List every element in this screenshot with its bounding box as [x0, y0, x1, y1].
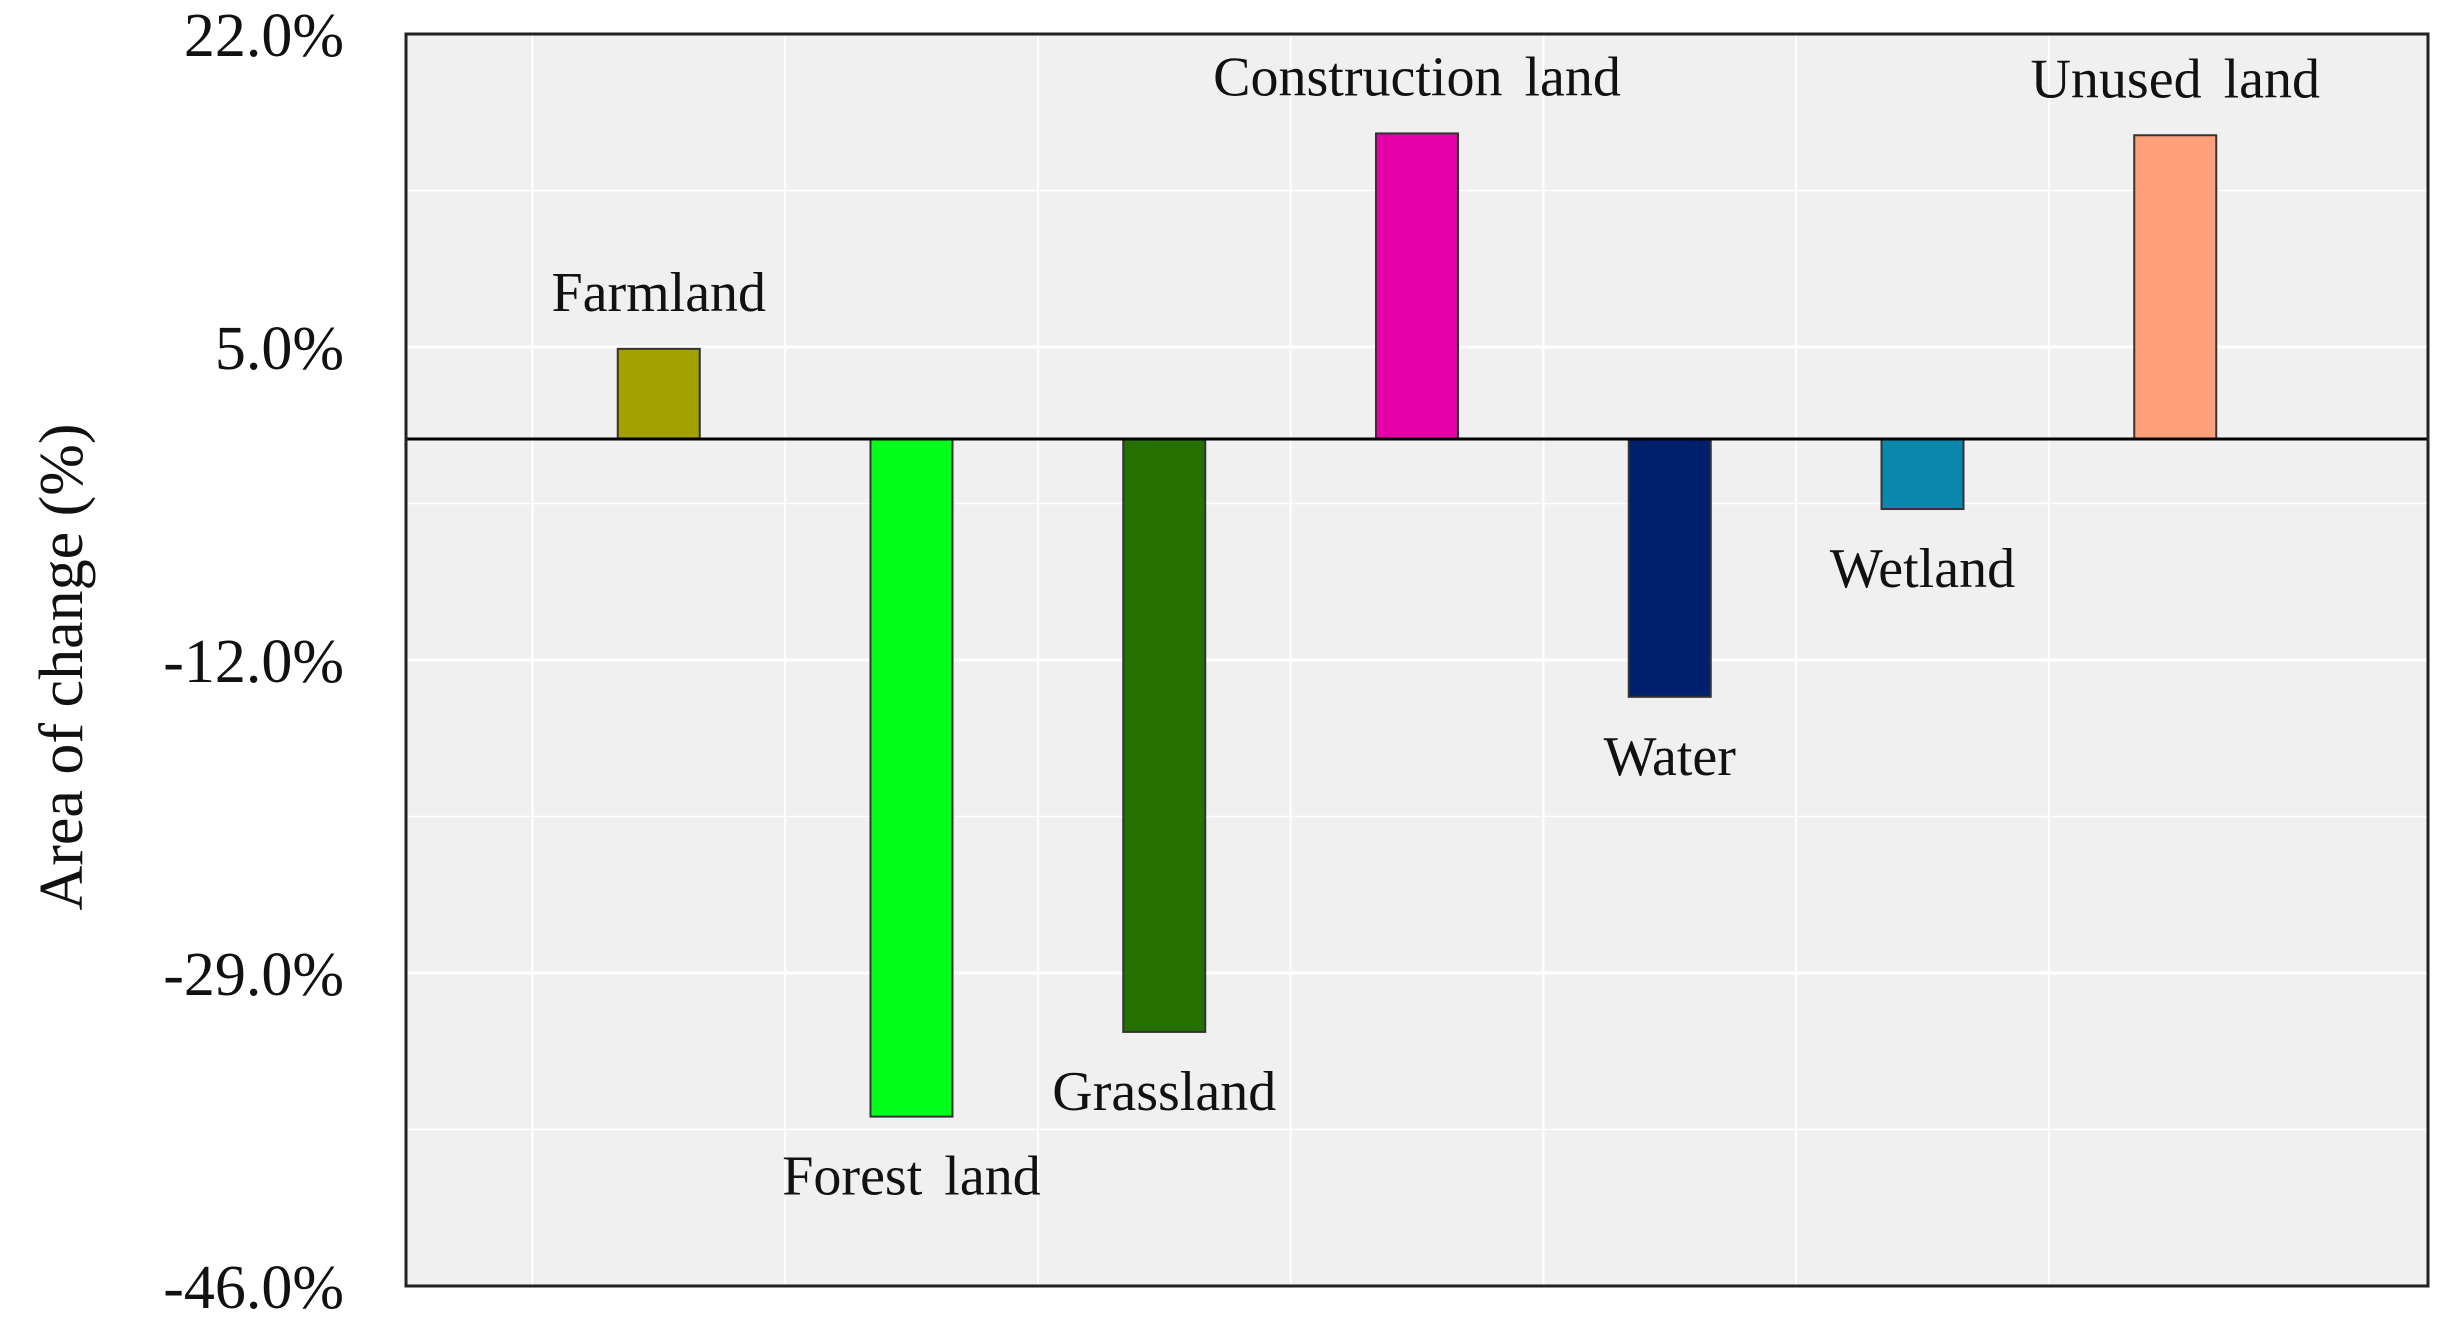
bar-label-grassland: Grassland — [1052, 1061, 1276, 1123]
bar-unused-land — [2133, 134, 2218, 441]
y-tick-label-3: -29.0% — [163, 941, 344, 1009]
bar-label-construction-land: Construction land — [1213, 46, 1621, 108]
bar-wetland — [1880, 438, 1965, 511]
bar-label-unused-land: Unused land — [2030, 48, 2320, 110]
y-axis-ticks: 22.0% 5.0% -12.0% -29.0% -46.0% — [163, 2, 344, 1322]
bar-label-wetland: Wetland — [1830, 538, 2015, 600]
plot-border — [404, 32, 2430, 1288]
bar-grassland — [1122, 438, 1207, 1033]
bars — [616, 132, 2218, 1118]
bar-label-water: Water — [1604, 726, 1737, 788]
bar-forest-land — [869, 438, 954, 1118]
bar-construction-land — [1375, 132, 1459, 441]
y-tick-label-4: -46.0% — [163, 1254, 344, 1322]
bar-label-forest-land: Forest land — [782, 1146, 1040, 1208]
plot-area — [404, 32, 2430, 1288]
y-tick-label-2: -12.0% — [163, 628, 344, 696]
y-axis-title: Area of change (%) — [28, 423, 96, 910]
bar-farmland — [616, 347, 701, 441]
bar-water — [1627, 438, 1712, 698]
bar-label-farmland: Farmland — [551, 262, 766, 324]
y-tick-label-1: 5.0% — [215, 315, 344, 383]
y-tick-label-0: 22.0% — [184, 2, 344, 70]
